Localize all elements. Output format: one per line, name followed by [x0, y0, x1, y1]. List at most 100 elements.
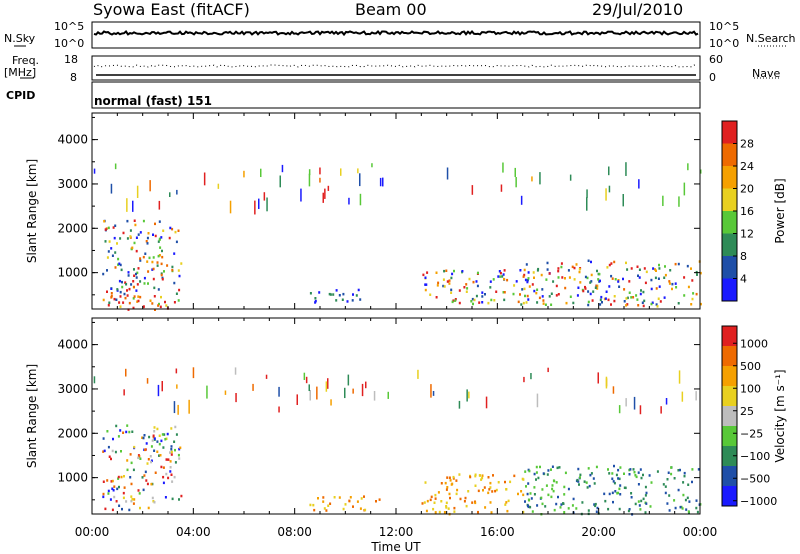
power-cell: [113, 297, 116, 301]
power-cell: [118, 301, 121, 304]
power-cell: [177, 229, 180, 232]
power-cell: [153, 295, 156, 298]
power-cell: [450, 276, 453, 280]
velocity-cell: [551, 484, 554, 487]
velocity-cell: [656, 470, 659, 473]
power-cell: [668, 282, 671, 285]
velocity-cell: [583, 480, 586, 483]
power-cell: [514, 167, 516, 177]
power-cell: [351, 299, 354, 302]
velocity-cell: [608, 492, 611, 496]
power-cell: [118, 279, 121, 283]
power-cell: [591, 299, 594, 302]
velocity-cell: [192, 367, 195, 379]
velocity-cell: [555, 502, 558, 506]
velocity-cell: [145, 442, 148, 445]
velocity-cell: [575, 507, 578, 510]
velocity-cell: [344, 387, 346, 399]
power-cell: [536, 288, 539, 291]
power-cell: [635, 294, 638, 297]
velocity-cell: [149, 455, 152, 458]
velocity-cell: [174, 448, 176, 452]
power-cell: [114, 163, 117, 170]
power-cell: [121, 285, 124, 289]
power-cell: [446, 167, 449, 180]
velocity-cell: [449, 496, 451, 500]
power-cell: [135, 289, 138, 292]
power-cell: [132, 200, 134, 212]
velocity-cell: [482, 489, 484, 492]
nsearch-hi-tick: 10^5: [709, 20, 740, 33]
velocity-cell: [547, 367, 549, 373]
power-cell: [582, 289, 585, 293]
velocity-cell: [613, 464, 615, 468]
power-cell: [152, 233, 154, 236]
velocity-cell: [169, 470, 172, 473]
velocity-cell: [224, 390, 227, 395]
velocity-cell: [440, 482, 443, 485]
velocity-cell: [677, 488, 680, 492]
power-colorbar-tick-label: 4: [740, 273, 747, 286]
power-cell: [651, 301, 654, 304]
power-cell: [691, 297, 694, 301]
power-cell: [599, 298, 602, 302]
velocity-cell: [330, 399, 332, 406]
power-cell: [158, 302, 160, 306]
velocity-cell: [567, 487, 570, 491]
power-cell: [158, 220, 161, 223]
power-cell: [103, 220, 106, 223]
velocity-cell: [480, 478, 483, 481]
power-cell: [625, 297, 628, 300]
power-cell: [481, 291, 484, 294]
velocity-cell: [434, 493, 437, 497]
velocity-cell: [552, 479, 555, 482]
power-cell: [127, 308, 130, 311]
velocity-cell: [169, 466, 172, 469]
power-cell: [523, 287, 526, 291]
power-cell: [658, 267, 661, 270]
velocity-cell: [387, 391, 389, 399]
velocity-cell: [466, 389, 468, 402]
power-cell: [607, 298, 610, 302]
velocity-cell: [126, 468, 129, 472]
velocity-cell: [123, 486, 126, 489]
power-cell: [643, 267, 646, 270]
power-cell: [357, 288, 360, 292]
power-cell: [638, 276, 641, 279]
power-cell: [478, 301, 481, 304]
velocity-cell: [594, 504, 597, 508]
power-cell: [560, 262, 563, 265]
power-cell: [435, 296, 438, 299]
velocity-cell: [524, 500, 526, 503]
velocity-cell: [144, 448, 146, 452]
velocity-cell: [491, 490, 494, 493]
power-cell: [664, 265, 666, 268]
velocity-cell: [265, 374, 268, 379]
power-cell: [692, 292, 695, 295]
velocity-cell: [102, 437, 105, 440]
velocity-cell: [559, 506, 562, 509]
station-title: Syowa East (fitACF): [93, 0, 250, 19]
velocity-cell: [612, 500, 614, 504]
velocity-cell: [477, 489, 480, 493]
power-cell: [177, 269, 180, 272]
power-cell: [472, 302, 474, 306]
power-cell: [638, 268, 641, 271]
power-cell: [610, 303, 612, 306]
velocity-cell: [344, 503, 347, 506]
power-cell: [503, 277, 506, 281]
velocity-cell: [474, 484, 477, 487]
velocity-cell: [563, 485, 566, 489]
velocity-cell: [535, 471, 538, 474]
velocity-cell: [125, 430, 128, 434]
power-cell: [157, 304, 160, 307]
velocity-colorbar-swatch: [722, 466, 737, 486]
freq-panel: [20, 55, 780, 81]
velocity-cell: [152, 500, 155, 503]
power-cell: [503, 291, 506, 294]
velocity-cell: [156, 440, 159, 443]
velocity-cell: [617, 468, 620, 472]
velocity-cell: [458, 400, 461, 409]
velocity-cell: [489, 481, 492, 485]
power-cell: [526, 278, 529, 282]
